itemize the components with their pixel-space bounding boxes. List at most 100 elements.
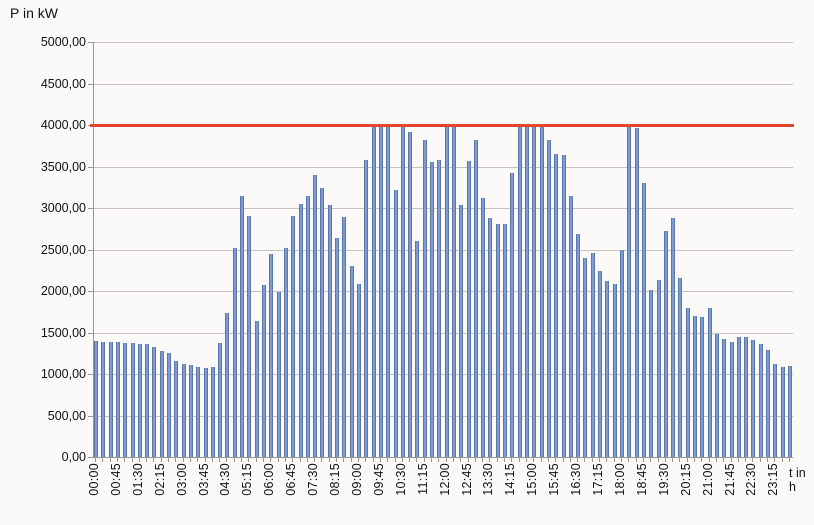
x-axis-tick (723, 458, 725, 462)
x-axis-tick (372, 458, 374, 462)
x-axis-tick (642, 458, 644, 462)
gridline (94, 291, 793, 292)
x-tick-label: 18:00 (612, 463, 627, 496)
bar (108, 342, 113, 457)
y-axis-title: P in kW (10, 5, 58, 21)
bar (269, 254, 274, 457)
bar (663, 231, 668, 457)
bar (408, 131, 413, 457)
bar (488, 217, 493, 457)
bar (356, 283, 361, 457)
x-axis-tick (584, 458, 586, 462)
bar (744, 337, 749, 457)
x-axis-tick (445, 458, 447, 462)
bar (218, 343, 223, 457)
x-axis-tick (226, 458, 228, 462)
x-tick-label: 00:00 (87, 463, 101, 496)
x-tick-label: 14:15 (503, 463, 518, 496)
x-axis-tick (737, 458, 739, 462)
x-axis-tick (431, 458, 433, 462)
x-axis-tick (350, 458, 352, 462)
bar (188, 364, 193, 457)
bar (181, 364, 186, 457)
x-axis-tick (306, 458, 308, 462)
x-axis-tick (211, 458, 213, 462)
bar (656, 280, 661, 457)
y-tick-label: 500,00 (47, 408, 86, 423)
gridline (94, 415, 793, 417)
x-axis-tick (102, 458, 104, 462)
x-axis-tick (204, 458, 206, 462)
x-axis-tick (526, 458, 527, 462)
bar (123, 342, 128, 457)
x-axis-tick (423, 458, 425, 462)
bar (145, 344, 150, 457)
y-axis-tick (88, 42, 93, 43)
x-axis-tick (452, 458, 454, 462)
gridline (94, 249, 793, 251)
bar (247, 216, 252, 457)
y-axis-tick (88, 374, 93, 375)
y-axis-tick (88, 208, 93, 209)
y-tick-label: 5000,00 (40, 35, 86, 49)
x-axis-tick (489, 458, 491, 462)
x-tick-label: 21:00 (700, 463, 715, 496)
x-axis-tick (606, 458, 608, 462)
bar (276, 291, 281, 457)
x-tick-label: 23:15 (766, 463, 781, 496)
x-axis-tick (686, 458, 688, 462)
bar (159, 350, 164, 457)
x-tick-label: 19:30 (656, 463, 671, 496)
x-axis-tick (759, 458, 761, 462)
x-axis-tick (504, 458, 506, 462)
x-axis-tick (511, 458, 513, 462)
bar (634, 127, 639, 457)
x-axis-tick (343, 458, 345, 462)
x-axis-tick (767, 458, 769, 462)
y-tick-label: 3500,00 (40, 159, 86, 174)
y-axis-tick (88, 332, 93, 334)
x-axis-tick (379, 458, 381, 462)
x-axis-tick (672, 458, 674, 462)
y-tick-label: 4000,00 (40, 118, 86, 132)
x-axis-tick (620, 458, 622, 462)
x-axis-tick (270, 458, 272, 462)
bar (678, 277, 683, 457)
x-axis-tick (547, 458, 549, 462)
gridline (94, 42, 793, 43)
bar (649, 290, 654, 457)
x-tick-label: 22:30 (744, 463, 759, 496)
bar (554, 154, 559, 457)
x-tick-label: 12:45 (459, 463, 474, 496)
bar (758, 344, 763, 457)
x-tick-label: 15:00 (525, 463, 540, 496)
y-tick-label: 4500,00 (40, 76, 86, 91)
bar (349, 266, 354, 457)
bar (335, 237, 340, 457)
y-tick-label: 1500,00 (40, 325, 86, 340)
bar (137, 344, 142, 457)
bar (539, 125, 544, 457)
x-axis-tick (628, 458, 630, 462)
x-axis-tick (175, 458, 177, 462)
x-tick-label: 03:00 (174, 463, 189, 496)
x-axis-tick (730, 458, 732, 462)
x-axis-tick (789, 458, 790, 462)
x-axis-tick (292, 458, 294, 462)
bar (430, 161, 435, 457)
x-axis-tick (219, 458, 221, 462)
x-tick-label: 06:45 (284, 463, 299, 496)
x-axis-tick (467, 458, 469, 462)
x-axis-tick (635, 458, 637, 462)
gridline (94, 374, 793, 375)
bar (700, 316, 705, 457)
bar (707, 307, 712, 457)
bar (590, 252, 595, 457)
bar (751, 339, 756, 457)
x-axis-tick (694, 458, 696, 462)
bar (232, 247, 237, 457)
bar (320, 188, 325, 457)
x-axis-tick (95, 458, 96, 462)
bar (101, 341, 106, 457)
